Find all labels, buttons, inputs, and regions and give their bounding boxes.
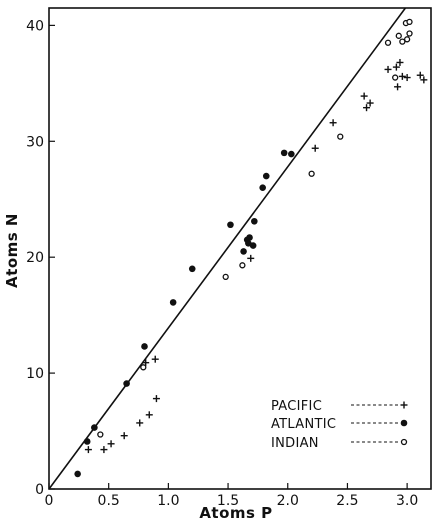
x-tick-label: 1.0: [157, 493, 179, 509]
pacific-point: [361, 93, 368, 100]
pacific-point: [399, 73, 406, 80]
indian-point: [309, 171, 314, 176]
atlantic-point: [141, 343, 148, 350]
pacific-point: [393, 64, 400, 71]
legend-label-atlantic: ATLANTIC: [271, 417, 336, 432]
indian-point: [386, 40, 391, 45]
indian-point: [240, 263, 245, 268]
pacific-point: [420, 76, 427, 83]
indian-point: [141, 365, 146, 370]
legend-label-pacific: PACIFIC: [271, 399, 322, 414]
pacific-point: [394, 83, 401, 90]
atlantic-point: [281, 150, 288, 157]
x-tick-label: 0: [45, 493, 54, 509]
pacific-point: [100, 446, 107, 453]
atlantic-point: [170, 299, 177, 306]
y-tick-label: 20: [26, 250, 44, 266]
indian-point: [405, 37, 410, 42]
atlantic-point: [288, 151, 295, 158]
pacific-point: [121, 432, 128, 439]
legend-marker-atlantic: [401, 420, 408, 427]
atlantic-point: [240, 248, 247, 255]
pacific-point: [153, 395, 160, 402]
pacific-point: [136, 419, 143, 426]
indian-point: [98, 432, 103, 437]
reference-line: [49, 8, 405, 489]
legend: PACIFIC ATLANTIC INDIAN: [271, 399, 408, 451]
x-tick-label: 0.5: [98, 493, 120, 509]
pacific-point: [385, 66, 392, 73]
atlantic-point: [74, 471, 81, 478]
x-tick-label: 2.5: [336, 493, 358, 509]
pacific-point: [152, 356, 159, 363]
atlantic-point: [251, 218, 258, 225]
x-axis-label: Atoms P: [199, 504, 272, 522]
legend-label-indian: INDIAN: [271, 436, 319, 451]
plot-frame: [49, 8, 431, 489]
pacific-point: [367, 100, 374, 107]
atlantic-point: [189, 265, 196, 272]
atlantic-point: [246, 234, 253, 241]
atlantic-point: [123, 380, 130, 387]
pacific-point: [108, 440, 115, 447]
indian-point: [393, 75, 398, 80]
x-tick-label: 2.0: [277, 493, 299, 509]
pacific-point: [404, 74, 411, 81]
indian-point: [396, 33, 401, 38]
indian-point: [223, 274, 228, 279]
atlantic-point: [259, 184, 266, 191]
indian-point: [407, 19, 412, 24]
pacific-point: [312, 145, 319, 152]
series-pacific: [85, 59, 427, 453]
y-tick-label: 10: [26, 366, 44, 382]
atlantic-point: [84, 438, 91, 445]
pacific-point: [247, 255, 254, 262]
legend-marker-indian: [402, 440, 407, 445]
pacific-point: [146, 411, 153, 418]
y-tick-label: 0: [35, 482, 44, 498]
y-tick-label: 40: [26, 18, 44, 34]
indian-point: [407, 31, 412, 36]
pacific-point: [363, 104, 370, 111]
indian-point: [338, 134, 343, 139]
pacific-point: [85, 446, 92, 453]
y-tick-label: 30: [26, 134, 44, 150]
series-indian: [98, 19, 412, 437]
pacific-point: [396, 59, 403, 66]
atlantic-point: [227, 221, 234, 228]
series-atlantic: [74, 150, 294, 478]
atlantic-point: [263, 173, 270, 180]
atlantic-point: [250, 242, 257, 249]
legend-marker-pacific: [401, 402, 408, 409]
pacific-point: [330, 119, 337, 126]
atlantic-point: [91, 424, 98, 431]
y-axis-label: Atoms N: [3, 213, 21, 288]
pacific-point: [417, 72, 424, 79]
x-tick-label: 3.0: [396, 493, 418, 509]
